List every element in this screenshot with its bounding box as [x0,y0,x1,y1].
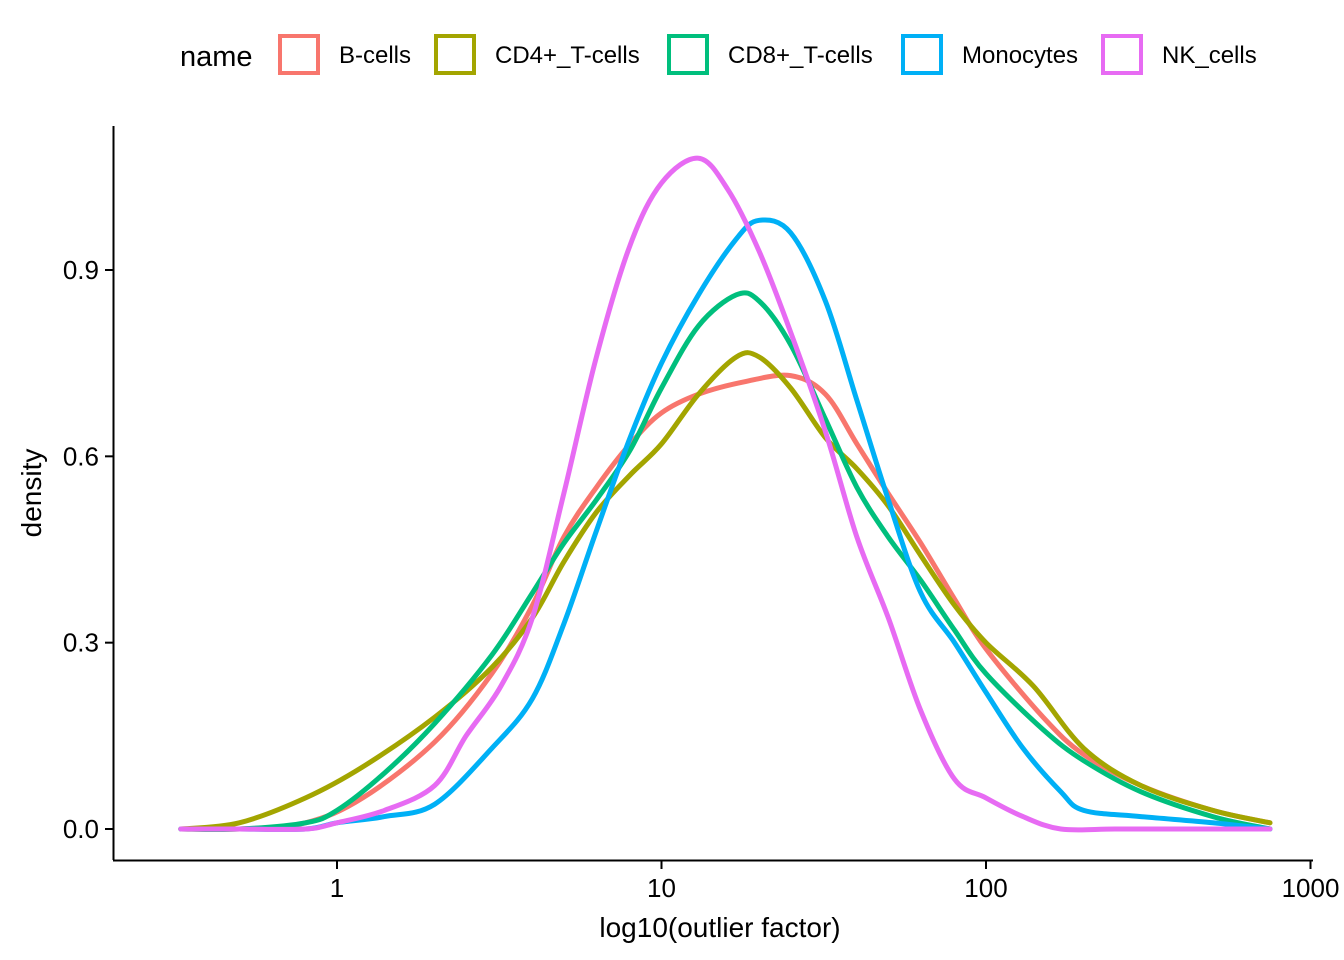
legend-key [1101,34,1143,75]
legend-item-monocytes: Monocytes [901,34,1078,75]
legend-item-cd4-t-cells: CD4+_T-cells [434,34,640,75]
series-layer [178,155,1273,833]
x-tick-label: 10 [647,873,676,903]
legend-label: Monocytes [962,42,1078,69]
y-tick-label: 0.3 [63,628,99,658]
series-line-cd8-t-cells [178,290,1273,832]
legend-label: CD8+_T-cells [728,42,873,69]
series-line-nk-cells [178,155,1273,833]
legend-item-cd8-t-cells: CD8+_T-cells [667,34,873,75]
y-tick-label: 0.6 [63,441,99,471]
legend-item-b-cells: B-cells [278,34,411,75]
legend-item-nk-cells: NK_cells [1101,34,1257,75]
y-ticks: 0.0 0.3 0.6 0.9 [63,255,113,844]
legend-key [667,34,709,75]
x-tick-label: 1000 [1282,873,1340,903]
legend-title: name [180,41,253,73]
series-line-cd4-t-cells [178,350,1273,832]
legend-key [434,34,476,75]
y-axis-title: density [16,449,47,538]
y-tick-label: 0.0 [63,814,99,844]
x-tick-label: 100 [964,873,1007,903]
legend-label: B-cells [339,42,411,69]
x-axis-title: log10(outlier factor) [599,912,840,943]
legend: name B-cells CD4+_T-cells CD8+_T-cells Mono… [180,34,1257,75]
legend-key [278,34,320,75]
y-tick-label: 0.9 [63,255,99,285]
series-line-b-cells [178,372,1273,832]
x-ticks: 1 10 100 1000 [330,861,1340,903]
x-tick-label: 1 [330,873,344,903]
legend-items: B-cells CD4+_T-cells CD8+_T-cells Monocytes… [278,34,1257,75]
legend-label: CD4+_T-cells [495,42,640,69]
legend-key [901,34,943,75]
legend-label: NK_cells [1162,42,1257,69]
series-line-monocytes [178,217,1273,832]
